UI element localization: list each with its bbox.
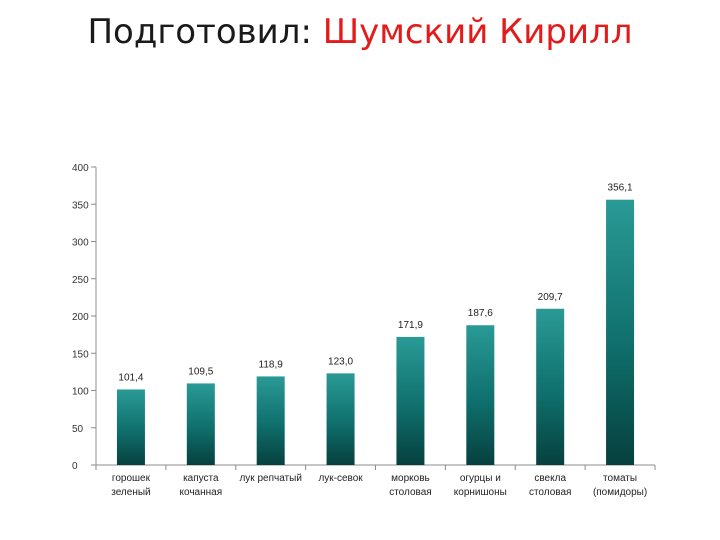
y-tick-label: 350 [72, 200, 89, 211]
slide-title: Подготовил: Шумский Кирилл [0, 12, 720, 52]
bar [536, 308, 565, 465]
category-label: огурцы и корнишоны [454, 473, 507, 498]
bar [606, 199, 635, 465]
y-tick-label: 0 [72, 461, 78, 472]
data-label: 187,6 [468, 308, 493, 319]
data-label: 109,5 [188, 366, 213, 377]
title-prefix: Подготовил: [87, 12, 312, 52]
category-label: лук-севок [318, 473, 363, 484]
y-tick-label: 300 [72, 238, 89, 249]
data-label: 123,0 [328, 356, 353, 367]
y-tick-label: 400 [72, 163, 89, 174]
y-tick-label: 200 [72, 312, 89, 323]
y-tick-label: 150 [72, 349, 89, 360]
bar [466, 325, 495, 465]
bar [186, 383, 215, 465]
bar [116, 389, 145, 465]
bar [396, 336, 425, 465]
data-label: 101,4 [118, 372, 143, 383]
bar [256, 376, 285, 465]
category-label: томаты (помидоры) [593, 473, 647, 498]
author-name: Шумский Кирилл [322, 12, 633, 52]
category-label: лук репчатый [239, 473, 301, 484]
y-tick-label: 50 [72, 424, 84, 435]
category-label: морковь столовая [389, 473, 432, 498]
y-tick-label: 250 [72, 275, 89, 286]
y-tick-label: 100 [72, 387, 89, 398]
category-label: свекла столовая [529, 473, 572, 498]
category-label: капуста кочанная [180, 473, 223, 498]
data-label: 209,7 [538, 292, 563, 303]
data-label: 118,9 [259, 359, 284, 370]
category-label: горошек зеленый [111, 473, 150, 498]
bar [326, 373, 355, 465]
data-label: 356,1 [608, 183, 633, 194]
data-label: 171,9 [398, 320, 423, 331]
